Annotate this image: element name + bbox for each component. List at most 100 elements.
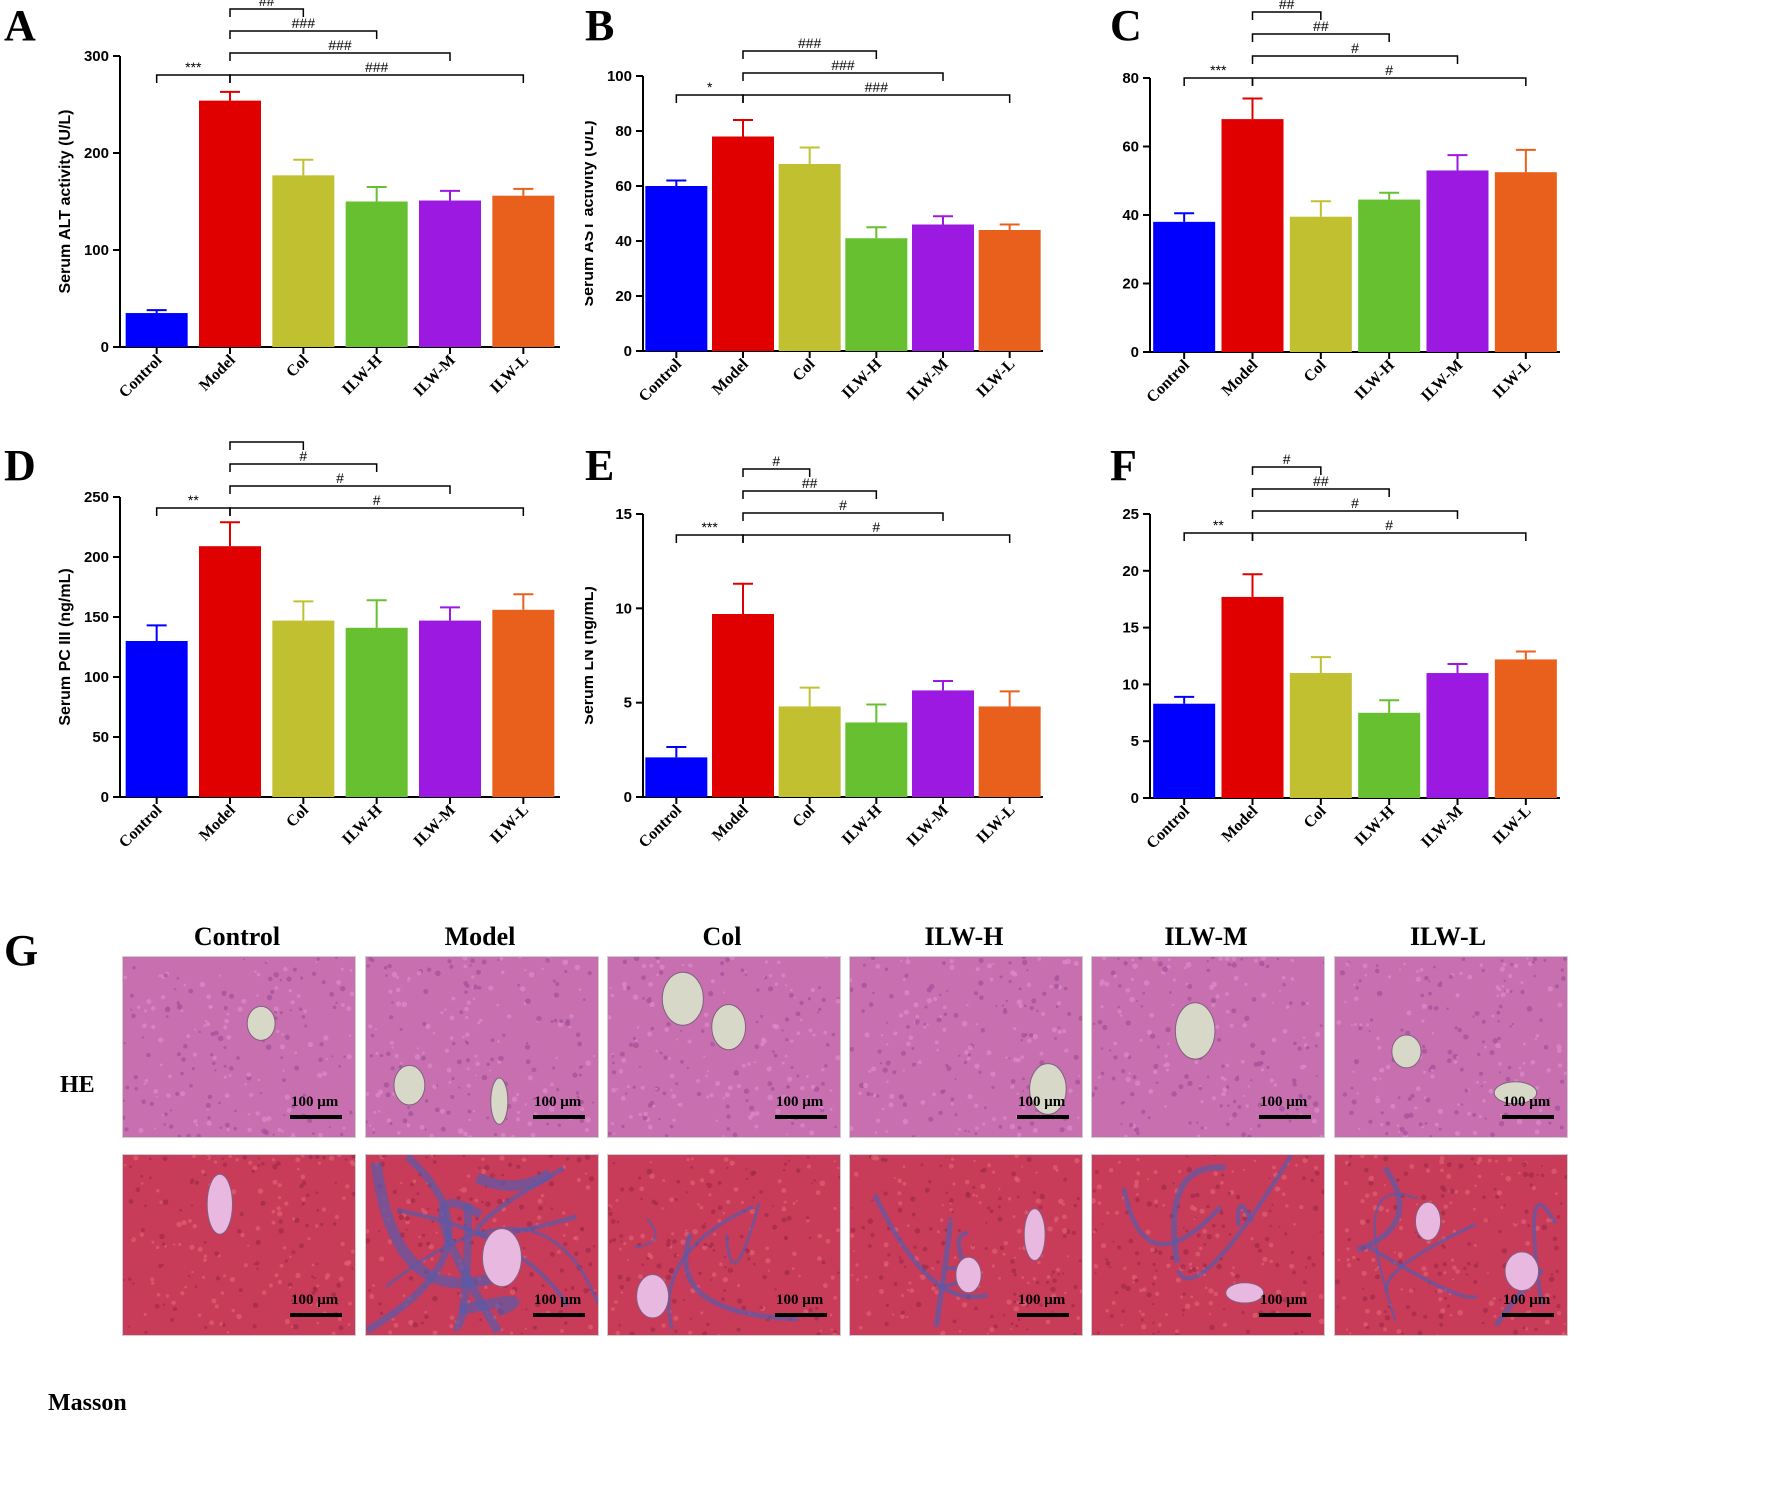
tissue-speckle: [1152, 1321, 1155, 1324]
tissue-speckle: [458, 1086, 461, 1089]
tissue-speckle: [316, 1284, 319, 1288]
tissue-speckle: [754, 1086, 759, 1091]
tissue-speckle: [647, 1124, 653, 1130]
tissue-speckle: [872, 991, 875, 995]
tissue-speckle: [1290, 958, 1295, 963]
tissue-speckle: [972, 1244, 975, 1247]
tissue-speckle: [1165, 1068, 1170, 1072]
tissue-speckle: [745, 1167, 748, 1171]
tissue-speckle: [189, 1083, 193, 1088]
tissue-speckle: [1264, 1236, 1270, 1242]
tissue-speckle: [252, 1302, 259, 1309]
tissue-background: [1335, 957, 1567, 1137]
tissue-speckle: [732, 1132, 738, 1137]
tissue-speckle: [1354, 996, 1359, 1001]
tissue-speckle: [1269, 1259, 1273, 1264]
tissue-speckle: [1357, 1127, 1361, 1131]
tissue-speckle: [1335, 1279, 1340, 1285]
tissue-speckle: [1136, 1131, 1140, 1136]
tissue-speckle: [703, 1242, 708, 1247]
tissue-speckle: [432, 1084, 437, 1090]
tissue-speckle: [1016, 1301, 1020, 1304]
x-tick-label: ILW-M: [1418, 357, 1466, 405]
tissue-speckle: [1232, 1281, 1236, 1284]
tissue-speckle: [1505, 1076, 1511, 1082]
tissue-speckle: [1282, 982, 1286, 987]
tissue-speckle: [1449, 1201, 1453, 1205]
tissue-speckle: [1008, 961, 1012, 965]
tissue-speckle: [212, 1061, 216, 1066]
tissue-speckle: [1117, 1009, 1122, 1014]
tissue-speckle: [706, 1070, 709, 1073]
micrograph-he-ilw-l: 100 μm: [1334, 956, 1568, 1138]
tissue-speckle: [997, 1216, 1003, 1222]
tissue-speckle: [648, 982, 653, 987]
tissue-speckle: [1204, 1286, 1208, 1290]
tissue-speckle: [1353, 983, 1356, 986]
tissue-speckle: [428, 1244, 434, 1250]
tissue-speckle: [1063, 1177, 1067, 1182]
tissue-speckle: [941, 961, 946, 965]
tissue-speckle: [616, 1220, 620, 1224]
tissue-speckle: [835, 1055, 840, 1061]
tissue-speckle: [481, 1157, 485, 1162]
tissue-speckle: [626, 1085, 630, 1089]
tissue-speckle: [781, 1217, 787, 1223]
tissue-speckle: [1056, 1267, 1061, 1272]
tissue-speckle: [592, 1101, 595, 1104]
tissue-speckle: [178, 1242, 182, 1247]
tissue-speckle: [585, 1247, 591, 1254]
tissue-speckle: [1038, 1205, 1043, 1210]
tissue-speckle: [466, 1083, 471, 1088]
tissue-speckle: [900, 959, 903, 963]
tissue-speckle: [990, 1071, 996, 1077]
tissue-speckle: [266, 994, 273, 1001]
tissue-speckle: [1097, 1201, 1102, 1205]
histology-row-label-he: HE: [60, 1072, 95, 1098]
tissue-speckle: [641, 975, 646, 980]
bar: [645, 186, 708, 351]
tissue-speckle: [1302, 1157, 1308, 1164]
tissue-speckle: [266, 1116, 272, 1122]
tissue-speckle: [336, 980, 342, 985]
tissue-speckle: [1390, 1103, 1396, 1109]
tissue-speckle: [699, 1178, 705, 1183]
tissue-speckle: [790, 1039, 794, 1043]
tissue-speckle: [273, 972, 279, 978]
tissue-speckle: [516, 1093, 520, 1097]
tissue-speckle: [425, 1156, 428, 1159]
tissue-speckle: [137, 1005, 141, 1009]
tissue-speckle: [1021, 1276, 1025, 1280]
tissue-speckle: [435, 1231, 438, 1234]
vessel-lumen: [1391, 1034, 1422, 1069]
y-tick-label: 0: [1131, 790, 1139, 807]
tissue-speckle: [1206, 968, 1211, 973]
tissue-speckle: [278, 1228, 284, 1234]
tissue-speckle: [705, 1074, 708, 1078]
tissue-speckle: [790, 1065, 794, 1070]
bar: [645, 757, 708, 797]
tissue-speckle: [640, 1085, 645, 1090]
tissue-speckle: [923, 1025, 927, 1029]
tissue-speckle: [349, 969, 353, 972]
significance-label: ##: [1313, 473, 1329, 489]
tissue-speckle: [1307, 1255, 1312, 1261]
tissue-speckle: [201, 1275, 206, 1279]
tissue-speckle: [301, 1180, 307, 1186]
significance-bracket: [742, 50, 878, 59]
tissue-speckle: [625, 1092, 628, 1095]
tissue-speckle: [289, 1008, 292, 1012]
tissue-speckle: [1411, 1311, 1417, 1317]
tissue-speckle: [974, 1063, 980, 1069]
tissue-speckle: [409, 1182, 414, 1187]
tissue-speckle: [348, 1110, 353, 1115]
tissue-speckle: [949, 1198, 954, 1203]
histology-col-title-col: Col: [702, 922, 742, 951]
tissue-speckle: [649, 1100, 655, 1106]
tissue-speckle: [133, 1155, 139, 1161]
tissue-speckle: [142, 1023, 147, 1028]
tissue-speckle: [1152, 1069, 1158, 1075]
tissue-speckle: [992, 962, 995, 966]
tissue-speckle: [754, 1124, 759, 1129]
tissue-speckle: [520, 1332, 523, 1335]
